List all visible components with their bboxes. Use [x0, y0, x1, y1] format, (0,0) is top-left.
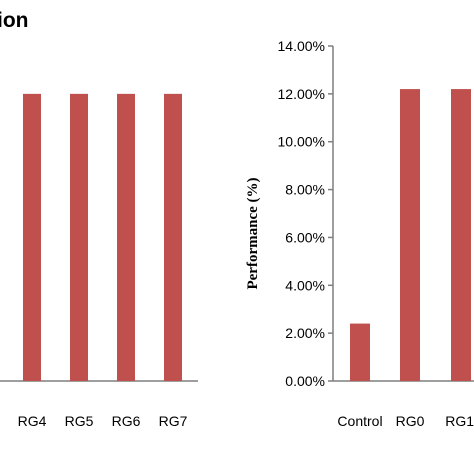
right-bar-control — [350, 323, 370, 381]
left-x-tick-labels: RG4 RG5 RG6 RG7 — [18, 413, 188, 429]
right-bar-group — [350, 89, 471, 382]
left-bar-rg5 — [70, 93, 88, 381]
left-bar-group — [23, 93, 182, 381]
right-y-tick-label: 0.00% — [285, 373, 325, 389]
left-x-tick-rg4: RG4 — [18, 413, 47, 429]
right-y-tick-label: 8.00% — [285, 182, 325, 198]
right-x-tick-control: Control — [337, 413, 382, 429]
right-y-axis-label: Performance (%) — [245, 177, 261, 289]
left-bar-rg4 — [23, 93, 41, 381]
left-bar-rg6 — [117, 93, 135, 381]
right-x-tick-labels: Control RG0 RG1 — [337, 413, 474, 429]
left-chart-title: ion — [0, 9, 29, 32]
right-y-tick-label: 4.00% — [285, 277, 325, 293]
right-x-tick-rg0: RG0 — [396, 413, 425, 429]
right-y-tick-label: 12.00% — [278, 86, 325, 102]
left-x-tick-rg5: RG5 — [65, 413, 94, 429]
right-bar-rg0 — [400, 89, 420, 382]
right-y-tick-label: 14.00% — [278, 38, 325, 54]
left-bar-rg7 — [164, 93, 182, 381]
left-x-tick-rg6: RG6 — [112, 413, 141, 429]
right-y-tick-label: 2.00% — [285, 325, 325, 341]
right-x-tick-rg1: RG1 — [445, 413, 474, 429]
left-x-tick-rg7: RG7 — [159, 413, 188, 429]
right-bar-rg1 — [451, 89, 471, 382]
right-y-tick-label: 10.00% — [278, 134, 325, 150]
right-y-tick-label: 6.00% — [285, 229, 325, 245]
right-y-tick-labels: 0.00% 2.00% 4.00% 6.00% 8.00% 10.00% 12.00% 14.… — [278, 38, 333, 389]
